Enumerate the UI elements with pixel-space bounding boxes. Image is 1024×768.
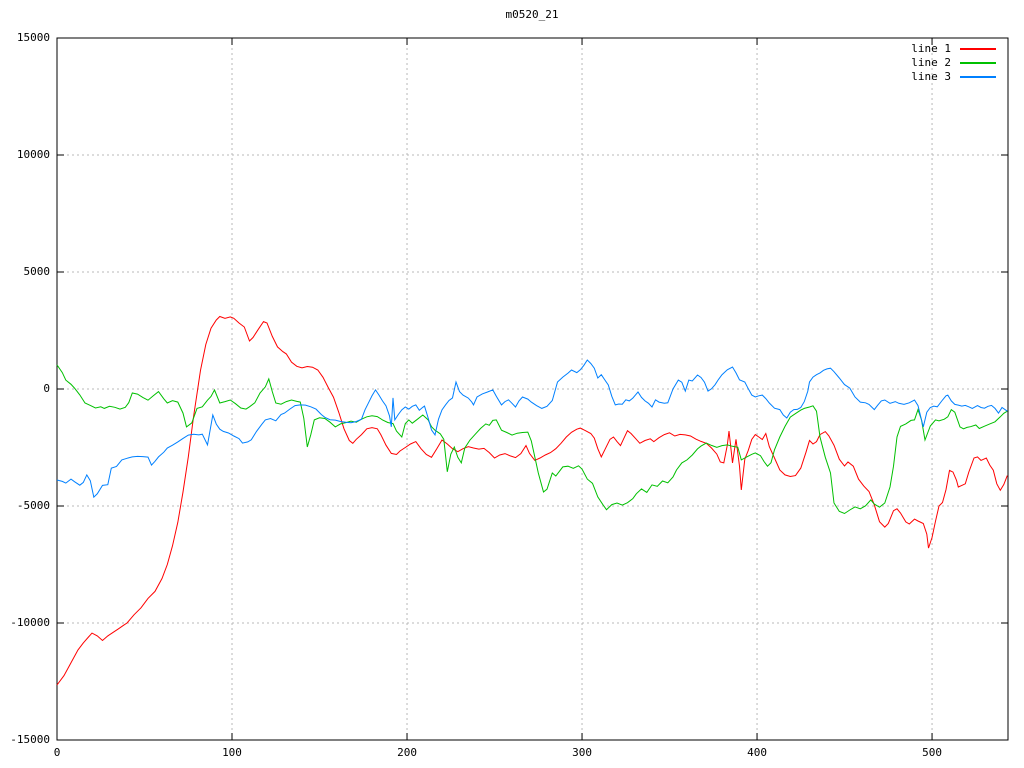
x-tick-label: 300 — [572, 746, 592, 759]
x-tick-label: 0 — [53, 746, 61, 759]
x-tick-label: 400 — [747, 746, 767, 759]
legend-swatch-line-1 — [960, 47, 996, 50]
legend-label-line-2: line 2 — [911, 56, 951, 69]
legend-label-line-3: line 3 — [911, 70, 951, 83]
legend-item-line-3: line 3 — [911, 70, 996, 83]
legend-item-line-2: line 2 — [911, 56, 996, 69]
series-path-2 — [56, 364, 1008, 515]
y-tick-label: -10000 — [10, 616, 50, 629]
legend-item-line-1: line 1 — [911, 42, 996, 55]
x-tick-label: 200 — [397, 746, 417, 759]
y-tick-label: 10000 — [16, 148, 50, 161]
legend: line 1 line 2 line 3 — [911, 42, 996, 83]
y-tick-label: 5000 — [23, 265, 51, 278]
series-path-1 — [56, 315, 1008, 686]
y-tick-label: 0 — [43, 382, 50, 395]
y-tick-label: 15000 — [16, 31, 50, 44]
y-tick-label: -15000 — [10, 733, 50, 746]
x-tick-label: 100 — [222, 746, 242, 759]
legend-label-line-1: line 1 — [911, 42, 951, 55]
x-tick-label: 500 — [922, 746, 942, 759]
legend-swatch-line-3 — [960, 75, 996, 78]
chart-title: m0520_21 — [505, 8, 559, 21]
legend-swatch-line-2 — [960, 61, 996, 64]
y-tick-label: -5000 — [16, 499, 50, 512]
series-path-3 — [56, 359, 1008, 499]
